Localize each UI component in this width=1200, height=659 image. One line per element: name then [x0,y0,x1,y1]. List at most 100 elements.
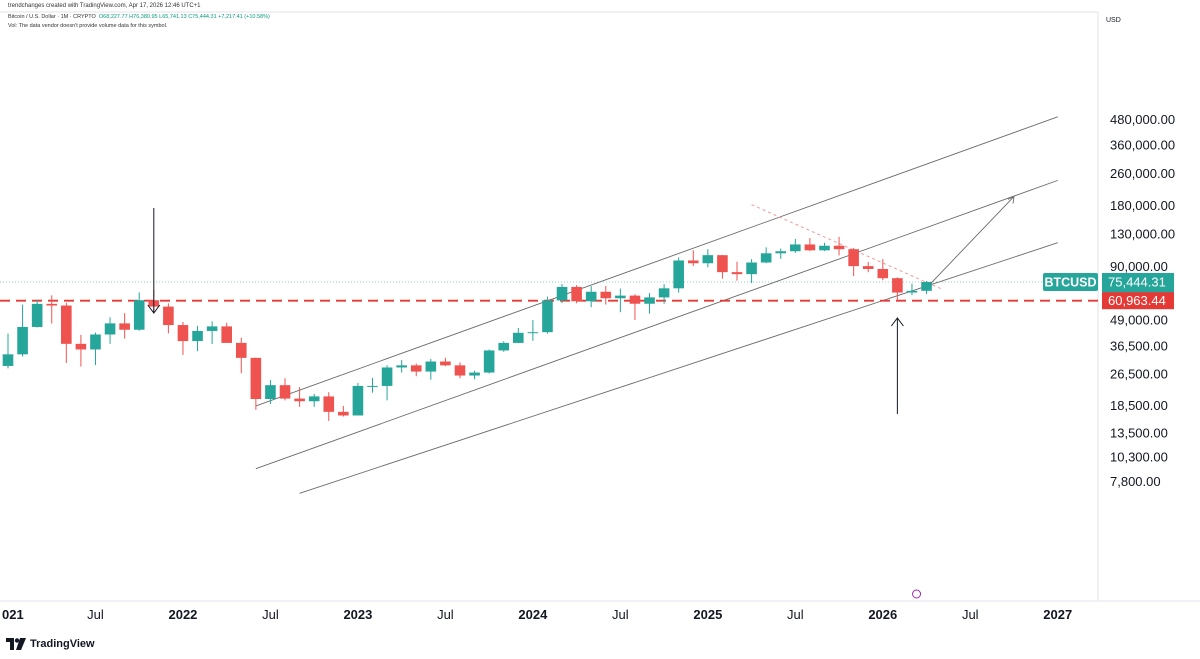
candle-body[interactable] [542,300,553,333]
descending-trendline[interactable] [751,204,941,290]
candle-body[interactable] [892,278,903,293]
candle-body[interactable] [163,306,174,326]
candle-body[interactable] [31,303,43,327]
candle-body[interactable] [513,332,524,343]
projection-arrow[interactable] [930,196,1015,285]
candle-body[interactable] [804,244,816,251]
candle-body[interactable] [425,361,437,372]
candle-body[interactable] [921,281,932,291]
candle-body[interactable] [585,291,597,302]
candle-body[interactable] [294,398,305,402]
channel-middle-line[interactable] [255,179,1058,470]
support-price-value: 60,963.44 [1108,293,1166,308]
support-price-tag[interactable] [1102,292,1174,310]
volume-note: Vol: The data vendor doesn't provide vol… [8,23,168,29]
event-marker-icon[interactable] [912,589,922,599]
x-tick-label: Jul [962,607,979,622]
candle-body[interactable] [644,297,655,304]
symbol-line[interactable]: Bitcoin / U.S. Dollar · 1M · CRYPTO [8,14,96,20]
x-tick-label: 2026 [868,607,897,622]
candle-body[interactable] [775,251,787,254]
candle-body[interactable] [687,260,699,264]
symbol-tag[interactable] [1043,272,1098,291]
candle-body[interactable] [717,255,728,273]
channel-upper-line[interactable] [255,116,1058,407]
x-tick-label: 2024 [518,607,548,622]
candle-body[interactable] [352,385,364,416]
candle-body[interactable] [629,295,641,304]
candle-body[interactable] [746,262,757,275]
candle-body[interactable] [527,332,539,334]
chart-attribution: trendchanges created with TradingView.co… [8,3,201,9]
candle-body[interactable] [46,303,58,306]
candle-body[interactable] [61,305,72,344]
x-tick-label: Jul [437,607,454,622]
candle-body[interactable] [338,411,349,416]
x-tick-label: Jul [612,607,629,622]
candle-body[interactable] [702,255,714,264]
candle-body[interactable] [2,354,14,366]
candle-body[interactable] [323,396,335,412]
candle-body[interactable] [308,396,320,402]
candle-body[interactable] [673,260,684,289]
y-tick-label: 18,500.00 [1110,398,1168,413]
down-arrow-head [147,304,161,314]
candle-body[interactable] [381,367,393,386]
candle-body[interactable] [731,272,743,275]
ohlc-readout: O68,227.77 H76,380.95 L65,741.13 C75,444… [98,14,270,20]
candle-body[interactable] [206,326,218,331]
candle-body[interactable] [221,326,232,343]
candle-body[interactable] [848,249,859,267]
candle-body[interactable] [90,334,101,350]
candle-body[interactable] [483,350,495,373]
candle-body[interactable] [819,245,830,251]
x-tick-label: 2022 [168,607,197,622]
x-tick-label: Jul [262,607,279,622]
candle-body[interactable] [133,300,145,330]
y-tick-label: 7,800.00 [1110,474,1161,489]
candle-body[interactable] [177,325,189,342]
candle-body[interactable] [571,286,582,302]
y-tick-label: 36,500.00 [1110,338,1168,353]
candle-body[interactable] [440,361,451,366]
candle-body[interactable] [877,268,889,279]
up-arrow-head [890,317,904,327]
candle-body[interactable] [265,385,276,400]
candle-body[interactable] [600,291,612,299]
candle-body[interactable] [279,385,291,399]
candle-body[interactable] [454,365,466,376]
y-tick-label: 180,000.00 [1110,198,1175,213]
candle-body[interactable] [760,253,772,263]
candle-body[interactable] [862,266,874,269]
candle-body[interactable] [658,288,670,298]
x-tick-label: 021 [2,607,24,622]
candle-body[interactable] [833,245,845,250]
candle-body[interactable] [367,385,378,387]
candle-body[interactable] [615,295,626,299]
last-price-value: 75,444.31 [1108,274,1166,289]
candle-body[interactable] [498,342,510,351]
candle-body[interactable] [790,244,801,252]
candle-body[interactable] [469,372,480,376]
candle-body[interactable] [17,326,28,355]
candle-body[interactable] [556,286,568,301]
y-tick-label: 130,000.00 [1110,227,1175,242]
x-tick-label: 2027 [1043,607,1072,622]
candle-body[interactable] [906,290,918,293]
candle-body[interactable] [104,323,116,335]
candle-body[interactable] [75,343,87,350]
y-tick-label: 10,300.00 [1110,449,1168,464]
candle-body[interactable] [250,357,262,400]
tradingview-logo-icon [6,638,26,650]
candle-body[interactable] [192,330,203,342]
symbol-tag-label: BTCUSD [1044,275,1096,289]
candle-body[interactable] [119,323,130,330]
candle-body[interactable] [396,365,407,368]
candle-body[interactable] [235,342,247,358]
y-tick-label: 26,500.00 [1110,366,1168,381]
x-tick-label: 2025 [693,607,722,622]
x-tick-label: 2023 [343,607,372,622]
candle-body[interactable] [410,365,422,372]
tradingview-logo[interactable]: TradingView [6,638,95,650]
